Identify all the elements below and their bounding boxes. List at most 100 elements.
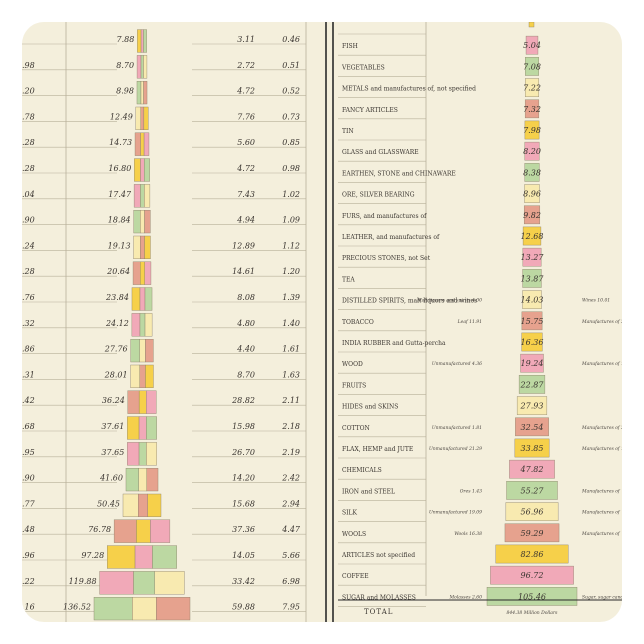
left-mid-value: 15.68 [232,499,255,508]
left-bar-segment [144,287,153,311]
left-bar-segment [139,287,146,311]
right-row-label: LEATHER, and manufactures of [342,234,440,241]
left-bar-segment [143,106,149,130]
left-edge-value: .24 [22,241,35,250]
left-right-value: 0.51 [282,61,300,70]
right-row-label: ARTICLES not specified [341,552,415,559]
left-bar-value: 97.28 [81,551,104,560]
left-bar-segment [131,287,141,311]
left-bar-segment [140,209,145,234]
right-right-note: Manufactures of [581,510,621,516]
right-left-note: Unmanufactured 4.36 [432,361,482,367]
left-edge-value: .04 [22,190,35,199]
left-mid-value: 33.42 [232,577,255,586]
right-bar-value: 33.85 [521,444,544,453]
left-right-value: 1.63 [282,370,300,379]
left-edge-value: .16 [22,603,35,612]
left-mid-value: 4.40 [236,345,255,354]
left-bar-segment [134,158,141,182]
right-bar [522,226,542,246]
right-bar [522,247,542,267]
right-bar-value: 32.54 [521,423,544,432]
left-bar-value: 19.13 [108,241,131,250]
right-bar [509,459,555,479]
right-bar [516,396,548,415]
left-bar-segment [127,442,140,466]
left-edge-value: .48 [22,525,35,534]
left-bar-segment [143,81,148,105]
right-row-label: SUGAR and MOLASSES [342,594,416,601]
left-mid-value: 4.72 [236,164,255,173]
right-row-label: FRUITS [342,382,366,389]
left-edge-value: .42 [22,396,35,405]
left-bar-segment [146,416,157,440]
left-bar-segment [127,416,140,440]
left-bar-segment [136,81,142,105]
left-mid-value: 26.70 [231,448,255,457]
left-bar-segment [134,132,141,156]
left-right-value: 6.98 [282,577,300,586]
left-mid-value: 3.11 [237,35,255,44]
left-bar-segment [138,390,147,414]
right-bar-value: 12.68 [521,232,544,241]
left-right-value: 2.18 [281,422,300,431]
right-bar [520,353,544,373]
right-left-note: Leaf 11.91 [457,319,482,325]
left-right-value: 5.66 [282,551,300,560]
left-bar-segment [146,468,159,492]
right-bar-value: 19.24 [521,359,544,368]
right-bar [521,311,543,331]
right-bar [523,205,541,225]
left-bar-value: 16.80 [108,164,131,173]
left-bar-value: 41.60 [99,474,123,483]
left-bar-segment [156,597,191,621]
left-bar-segment [143,55,148,79]
left-bar-value: 37.61 [101,422,124,431]
left-bar-segment [138,416,147,440]
left-bar-segment [144,261,152,285]
left-bar-segment [140,184,145,208]
right-right-note: Manufactures of 12.56 [581,446,622,452]
left-bar-value: 50.45 [97,499,120,508]
left-bar-value: 8.70 [116,61,134,70]
left-bar-segment [132,261,141,285]
left-right-value: 4.47 [281,525,301,534]
right-right-note: Wines 10.01 [582,298,610,304]
right-right-note: Manufactures of 30.73 [581,425,622,431]
left-edge-value: .28 [22,164,35,173]
right-left-note: Wools 16.38 [454,531,482,537]
left-right-value: 1.39 [282,293,300,302]
left-bar-segment [145,339,154,363]
left-bar-segment [93,597,133,621]
right-bar-value: 7.22 [523,84,541,93]
left-right-value: 1.40 [282,319,300,328]
left-right-value: 1.61 [282,345,300,354]
left-bar-segment [140,235,145,259]
left-bar-segment [152,545,177,569]
right-bar-value: 47.82 [520,465,544,474]
right-bar-value: 56.96 [521,508,544,517]
left-bar-segment [154,571,185,595]
left-bar-segment [135,106,141,130]
left-bar-segment [150,519,171,543]
left-mid-value: 2.72 [236,61,255,70]
right-bar-value: 22.87 [520,380,545,389]
left-bar-segment [136,55,142,79]
left-bar-segment [140,132,145,156]
left-right-value: 2.11 [281,396,300,405]
left-edge-value: .28 [22,267,35,276]
left-mid-value: 15.98 [232,422,255,431]
left-bar-segment [146,442,157,466]
right-bar [524,99,540,119]
left-right-value: 0.98 [282,164,300,173]
right-bar-value: 105.46 [518,592,546,601]
left-bar-segment [136,519,151,543]
right-row-label: WOOLS [342,531,366,538]
right-row-label: PRECIOUS STONES, not Set [342,255,431,262]
right-right-note: Manufactures of 3.46 [581,319,622,325]
right-row-label: METALS and manufactures of, not specifie… [342,86,476,93]
right-bar [515,417,549,437]
left-right-value: 1.12 [282,241,300,250]
left-bar-segment [107,545,136,569]
right-bar-value: 96.72 [521,571,544,580]
